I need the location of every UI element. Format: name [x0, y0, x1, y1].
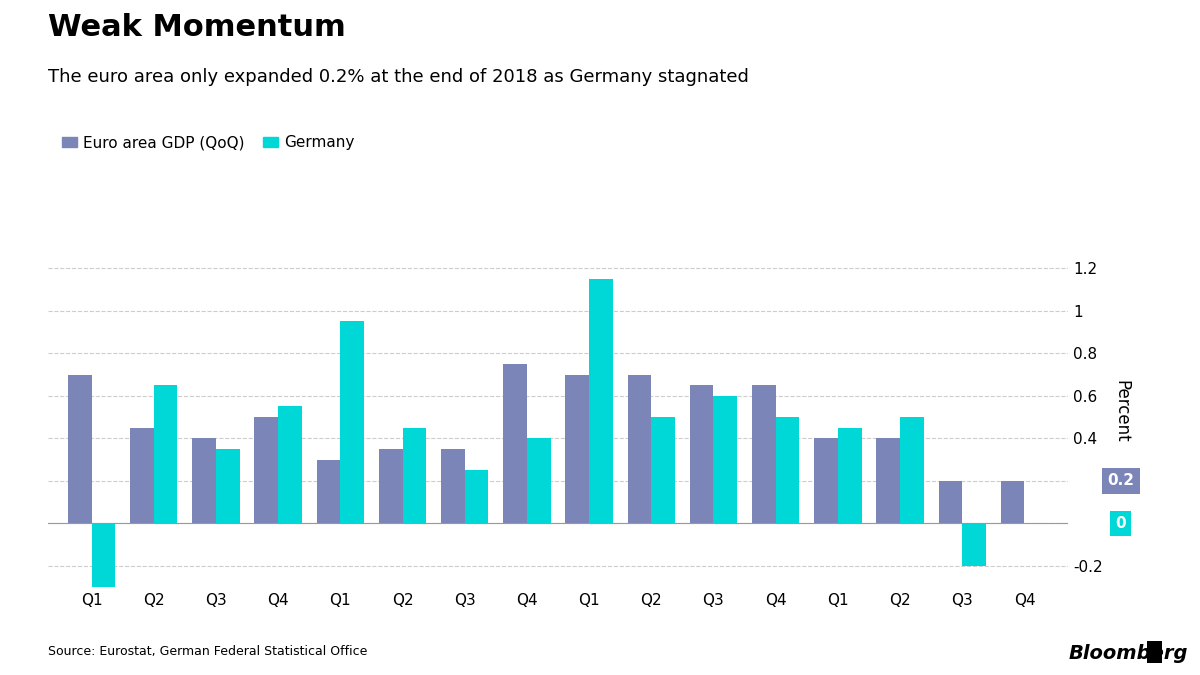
Bar [775, 417, 799, 523]
Bar [938, 481, 962, 523]
Bar [341, 321, 364, 523]
Bar [503, 364, 527, 523]
Bar [68, 375, 91, 523]
Bar [379, 449, 402, 523]
Bar [838, 428, 862, 523]
Text: Source: Eurostat, German Federal Statistical Office: Source: Eurostat, German Federal Statist… [48, 645, 367, 658]
Bar [91, 523, 115, 587]
Text: Bloomberg: Bloomberg [1068, 644, 1188, 663]
Bar [565, 375, 589, 523]
Bar [254, 417, 278, 523]
Bar [527, 438, 551, 523]
Bar [714, 396, 737, 523]
Bar [464, 470, 488, 523]
Bar [752, 385, 775, 523]
Bar [1001, 481, 1025, 523]
Bar [589, 279, 613, 523]
Y-axis label: Percent: Percent [1112, 381, 1130, 443]
Bar [402, 428, 426, 523]
Bar [216, 449, 240, 523]
Text: 0.2: 0.2 [1108, 473, 1134, 489]
Text: Weak Momentum: Weak Momentum [48, 14, 346, 43]
Bar [628, 375, 652, 523]
Bar [130, 428, 154, 523]
Bar [962, 523, 986, 566]
Legend: Euro area GDP (QoQ), Germany: Euro area GDP (QoQ), Germany [55, 129, 361, 157]
Text: 0: 0 [1116, 516, 1126, 531]
Bar [652, 417, 674, 523]
Text: The euro area only expanded 0.2% at the end of 2018 as Germany stagnated: The euro area only expanded 0.2% at the … [48, 68, 749, 86]
Bar [900, 417, 924, 523]
Bar [442, 449, 464, 523]
Bar [690, 385, 714, 523]
Bar [278, 406, 301, 523]
Bar [154, 385, 178, 523]
Bar [317, 460, 341, 523]
Bar [815, 438, 838, 523]
Bar [192, 438, 216, 523]
Bar [876, 438, 900, 523]
